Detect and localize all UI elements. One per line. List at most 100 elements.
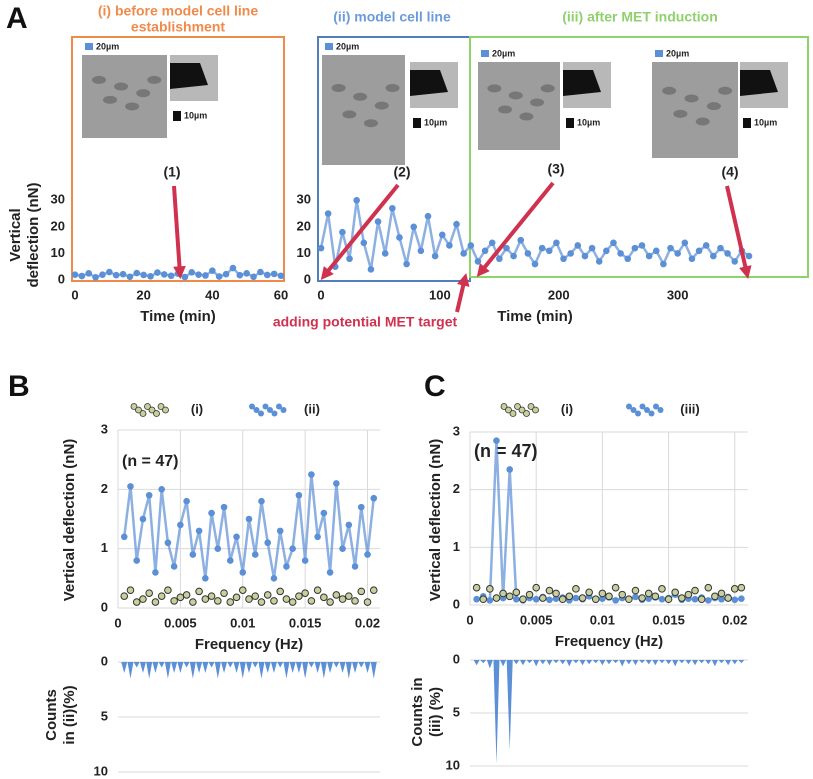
legend-swatch xyxy=(130,403,138,410)
bar xyxy=(506,660,513,751)
point xyxy=(612,597,619,604)
marker-label: (3) xyxy=(547,161,564,177)
bar xyxy=(258,662,265,679)
point xyxy=(99,271,106,278)
point xyxy=(403,260,410,268)
cantilever xyxy=(170,63,208,89)
point xyxy=(92,274,99,281)
chart: 0 5 10 Counts in (iii) (%) xyxy=(409,651,748,772)
point xyxy=(245,515,253,523)
bar xyxy=(559,660,566,665)
point xyxy=(738,595,745,602)
point xyxy=(472,583,481,592)
point xyxy=(226,557,234,564)
point xyxy=(133,269,141,277)
legend-swatch xyxy=(653,403,659,410)
point xyxy=(177,521,184,529)
arrow xyxy=(476,181,555,277)
bar xyxy=(202,662,209,673)
point xyxy=(652,247,660,255)
point xyxy=(188,268,196,276)
bar xyxy=(592,660,599,664)
scale-label: 20µm xyxy=(666,48,689,58)
cell xyxy=(147,75,162,84)
marker-label: (4) xyxy=(721,164,738,180)
note: adding potential MET target xyxy=(273,314,458,330)
legend-swatch xyxy=(144,403,151,410)
bar xyxy=(586,660,593,665)
bar xyxy=(539,660,546,665)
bar xyxy=(678,660,685,664)
point xyxy=(671,588,679,597)
point xyxy=(345,592,353,600)
y-tick-label: 0 xyxy=(453,596,460,611)
point xyxy=(552,589,560,598)
series-line xyxy=(476,440,742,603)
point xyxy=(431,252,439,260)
point xyxy=(85,270,93,277)
point xyxy=(295,592,303,600)
arrow xyxy=(172,185,186,280)
point xyxy=(467,242,475,249)
point xyxy=(370,494,378,502)
bar xyxy=(672,660,679,667)
x-tick-label: 0.01 xyxy=(590,612,615,627)
legend-swatch xyxy=(157,403,165,410)
point xyxy=(207,592,216,600)
arrow xyxy=(455,273,470,313)
point xyxy=(610,239,617,247)
point xyxy=(183,497,190,505)
cell xyxy=(695,117,710,126)
point xyxy=(581,252,589,260)
x-tick-label: 0.005 xyxy=(164,615,197,630)
cell xyxy=(114,82,129,91)
point xyxy=(688,255,696,263)
marker-label: (2) xyxy=(393,164,410,180)
legend-item: (ii) xyxy=(249,401,320,417)
point xyxy=(106,268,113,276)
point xyxy=(731,596,739,604)
point xyxy=(460,250,467,257)
bar xyxy=(314,662,321,673)
point xyxy=(324,210,332,217)
legend-swatch xyxy=(262,403,269,410)
bar xyxy=(164,662,171,679)
bar xyxy=(692,660,699,666)
bar xyxy=(606,660,612,665)
point xyxy=(301,557,309,564)
annotation: (n = 47) xyxy=(122,453,178,470)
bar xyxy=(133,662,140,668)
point xyxy=(145,491,153,499)
point xyxy=(313,586,322,595)
point xyxy=(517,236,525,244)
scale-swatch xyxy=(325,43,333,50)
point xyxy=(270,270,278,278)
point xyxy=(488,239,496,247)
point xyxy=(126,273,134,281)
scale-swatch xyxy=(413,118,421,128)
y-tick-label: 10 xyxy=(446,757,460,772)
point xyxy=(704,583,713,592)
point xyxy=(585,588,593,597)
point xyxy=(120,592,129,600)
cantilever xyxy=(563,70,601,96)
point xyxy=(624,255,632,263)
point xyxy=(552,595,560,602)
micrograph xyxy=(652,62,738,158)
y-tick-label: 0 xyxy=(101,653,108,668)
y-tick-label: 20 xyxy=(297,218,311,233)
point xyxy=(374,218,382,225)
point xyxy=(215,273,223,280)
point xyxy=(631,586,640,595)
point xyxy=(567,250,574,257)
point xyxy=(160,271,168,278)
point xyxy=(506,466,514,473)
point xyxy=(496,255,503,263)
legend-swatch xyxy=(532,406,539,414)
point xyxy=(239,569,247,576)
point xyxy=(598,589,607,598)
bar xyxy=(339,662,346,673)
y-tick-label: 2 xyxy=(453,481,460,496)
point xyxy=(176,593,185,602)
